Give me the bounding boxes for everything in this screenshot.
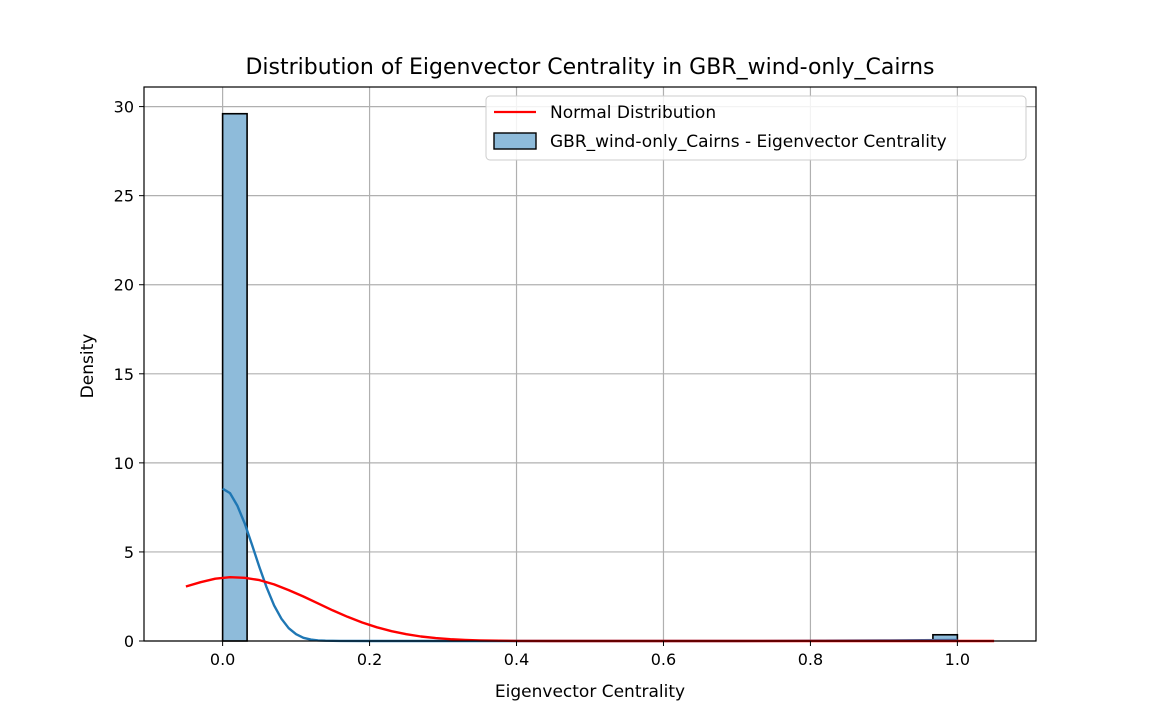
- x-tick-label: 0.0: [210, 650, 235, 669]
- histogram-bar: [221, 112, 248, 642]
- y-tick-label: 15: [114, 365, 134, 384]
- x-axis-label: Eigenvector Centrality: [495, 682, 685, 702]
- x-tick-label: 0.6: [651, 650, 676, 669]
- y-tick-label: 5: [124, 543, 134, 562]
- legend: Normal Distribution GBR_wind-only_Cairns…: [485, 95, 1027, 161]
- chart-title: Distribution of Eigenvector Centrality i…: [245, 55, 934, 80]
- y-tick-label: 25: [114, 187, 134, 206]
- legend-label-normal: Normal Distribution: [550, 103, 716, 123]
- grid: [144, 87, 1036, 642]
- plot-frame: [143, 86, 1037, 642]
- y-tick-label: 20: [114, 276, 134, 295]
- y-axis-label: Density: [78, 334, 98, 399]
- x-axis-ticks: 0.0 0.2 0.4 0.6 0.8 1.0: [210, 641, 970, 669]
- legend-label-histogram: GBR_wind-only_Cairns - Eigenvector Centr…: [550, 132, 947, 152]
- legend-histogram-patch: [493, 132, 537, 150]
- y-tick-label: 30: [114, 98, 134, 117]
- x-tick-label: 0.8: [798, 650, 823, 669]
- x-tick-label: 0.2: [357, 650, 382, 669]
- x-tick-label: 0.4: [504, 650, 529, 669]
- y-tick-label: 10: [114, 454, 134, 473]
- y-axis-ticks: 0 5 10 15 20 25 30: [114, 98, 144, 651]
- legend-box: [485, 95, 1027, 161]
- y-tick-label: 0: [124, 632, 134, 651]
- x-tick-label: 1.0: [945, 650, 970, 669]
